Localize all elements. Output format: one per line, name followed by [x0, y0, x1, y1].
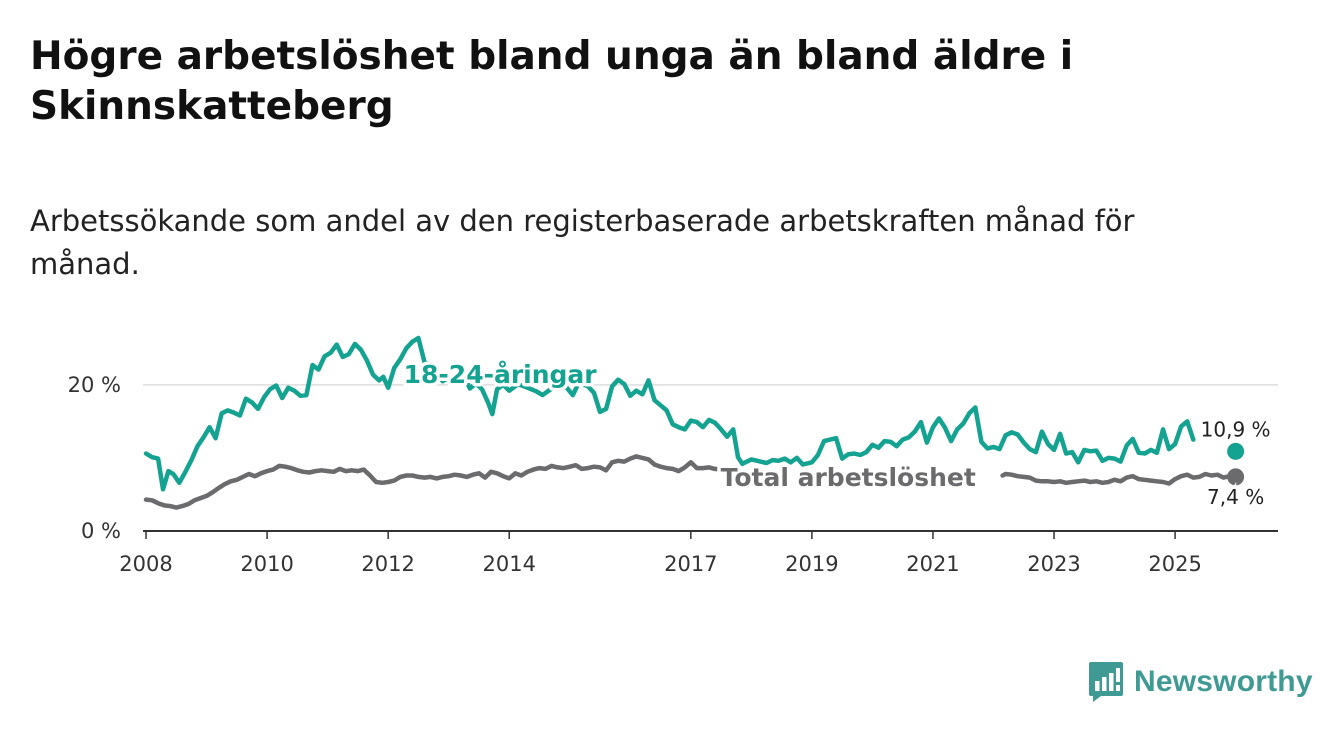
end-point-total: [1227, 468, 1245, 486]
x-tick-label: 2019: [785, 552, 838, 576]
end-point-young: [1227, 442, 1245, 460]
chart-title: Högre arbetslöshet bland unga än bland ä…: [30, 34, 1074, 129]
end-label-young: 10,9 %: [1201, 417, 1271, 441]
axes: 0 % 20 % 2008 2010 2012 2014 2017 2019 2021 2023 2…: [68, 373, 1278, 576]
x-tick-label: 2014: [483, 552, 536, 576]
series-lines: [143, 335, 1232, 510]
end-label-total: 7,4 %: [1207, 485, 1264, 509]
x-tick-label: 2021: [906, 552, 959, 576]
chart-subtitle: Arbetssökande som andel av den registerb…: [30, 204, 1135, 281]
y-tick-label: 20 %: [68, 373, 121, 397]
series-label-young: 18-24-åringar: [404, 360, 598, 389]
x-tick-label: 2023: [1027, 552, 1080, 576]
series-line-young: [143, 335, 1196, 492]
y-tick-label: 0 %: [81, 519, 121, 543]
newsworthy-logo: Newsworthy: [1088, 660, 1313, 704]
brand-name: Newsworthy: [1134, 665, 1313, 698]
x-tick-label: 2017: [664, 552, 717, 576]
x-tick-label: 2008: [119, 552, 172, 576]
series-label-total: Total arbetslöshet: [721, 463, 976, 492]
bar-chart-icon: [1089, 662, 1123, 702]
x-tick-label: 2010: [240, 552, 293, 576]
series-labels: 18-24-åringar Total arbetslöshet 10,9 % 7,4…: [400, 356, 1273, 511]
x-tick-label: 2012: [361, 552, 414, 576]
series-line-total: [143, 454, 1232, 510]
x-tick-label: 2025: [1148, 552, 1201, 576]
